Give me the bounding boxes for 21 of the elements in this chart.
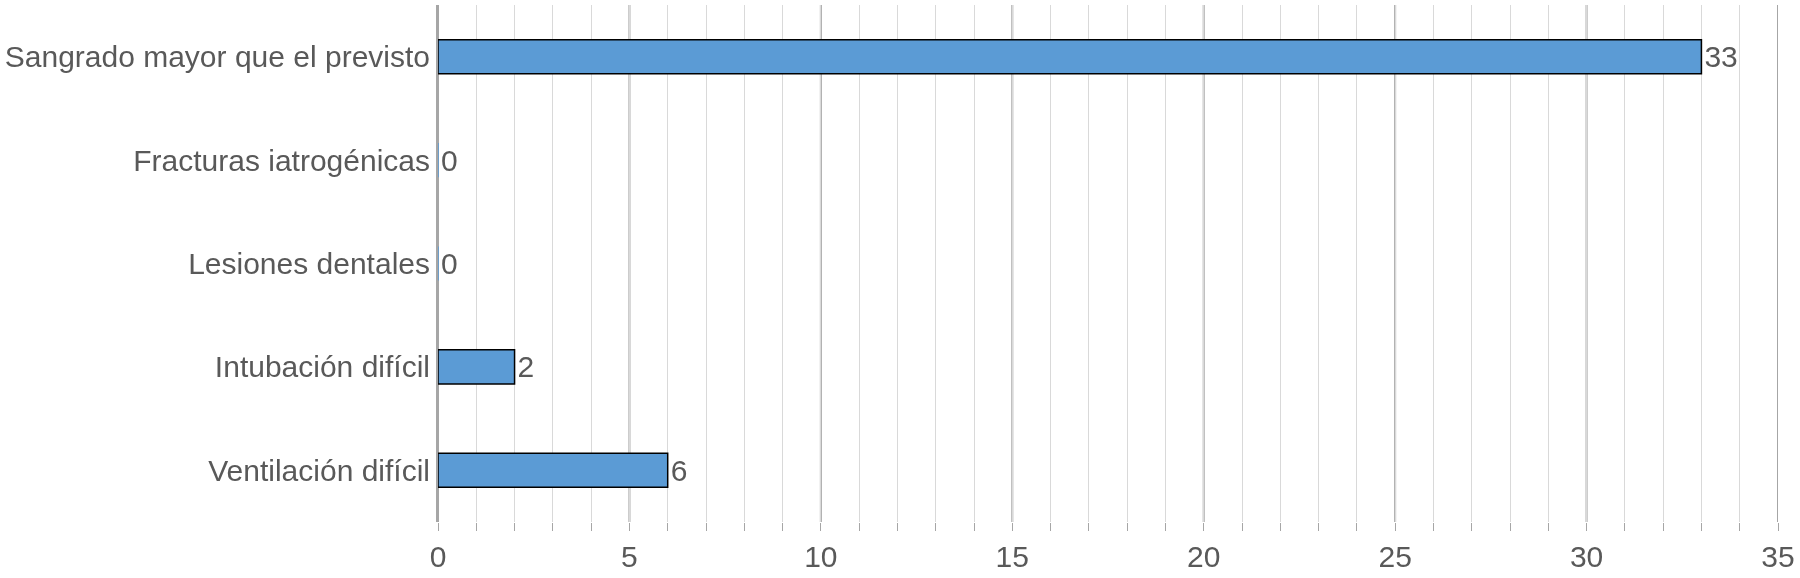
data-label: 6 (670, 453, 688, 487)
y-tick-label: Ventilación difícil (208, 453, 430, 487)
x-tick-label: 25 (1378, 540, 1412, 573)
data-label: 33 (1704, 40, 1738, 74)
x-tick-label: 0 (429, 540, 447, 573)
data-label: 0 (441, 247, 458, 280)
x-tick-label: 10 (804, 540, 838, 573)
x-tick-label: 35 (1761, 540, 1795, 573)
bar (438, 452, 669, 489)
data-label: 0 (441, 143, 458, 177)
x-tick-label: 5 (621, 540, 638, 573)
y-tick-label: Fracturas iatrogénicas (133, 143, 430, 177)
bar (438, 349, 516, 385)
bar (438, 38, 1703, 75)
y-tick-label: Intubación difícil (214, 350, 430, 384)
y-tick-label: Lesiones dentales (188, 247, 430, 280)
x-tick-label: 30 (1569, 540, 1604, 573)
x-tick-label: 20 (1187, 540, 1221, 573)
data-label: 2 (517, 350, 535, 384)
y-tick-label: Sangrado mayor que el previsto (4, 40, 430, 74)
x-tick-label: 15 (995, 540, 1029, 573)
